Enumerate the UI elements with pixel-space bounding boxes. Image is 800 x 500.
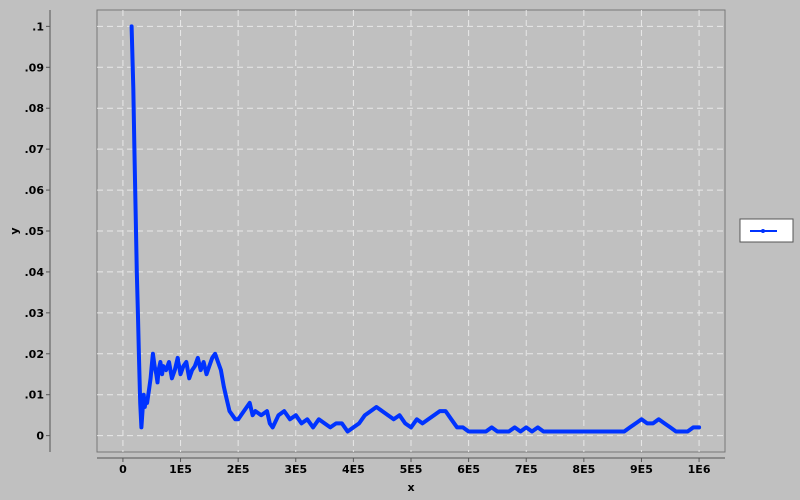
y-tick-label: .03: [25, 307, 45, 320]
y-tick-label: .01: [25, 389, 45, 402]
y-tick-label: .1: [32, 20, 44, 33]
y-tick-label: .05: [25, 225, 45, 238]
legend-series-marker: [761, 229, 765, 233]
y-axis-title: y: [8, 227, 21, 234]
x-tick-label: 1E5: [169, 463, 192, 476]
legend: [739, 218, 794, 243]
x-axis-title: x: [407, 481, 414, 494]
x-tick-label: 3E5: [284, 463, 307, 476]
x-tick-label: 7E5: [515, 463, 538, 476]
y-tick-label: .09: [25, 61, 45, 74]
x-tick-label: 4E5: [342, 463, 365, 476]
series-line: [129, 24, 702, 434]
x-tick-label: 0: [119, 463, 127, 476]
y-tick-label: .06: [25, 184, 45, 197]
x-tick-label: 8E5: [572, 463, 595, 476]
y-tick-label: .08: [25, 102, 45, 115]
x-tick-label: 5E5: [400, 463, 423, 476]
y-tick-label: 0: [36, 430, 44, 443]
y-ticks: 0 .01 .02 .03 .04 .05 .06 .07 .08 .09 .1: [25, 20, 50, 443]
y-tick-label: .04: [25, 266, 45, 279]
x-tick-label: 1E6: [688, 463, 711, 476]
series-layer: [129, 24, 702, 434]
y-tick-label: .07: [25, 143, 45, 156]
x-ticks: 0 1E5 2E5 3E5 4E5 5E5 6E5 7E5 8E5 9E5 1E6: [119, 458, 711, 476]
y-tick-label: .02: [25, 348, 45, 361]
x-tick-label: 6E5: [457, 463, 480, 476]
x-tick-label: 9E5: [630, 463, 653, 476]
x-tick-label: 2E5: [227, 463, 250, 476]
grid: [97, 10, 725, 452]
